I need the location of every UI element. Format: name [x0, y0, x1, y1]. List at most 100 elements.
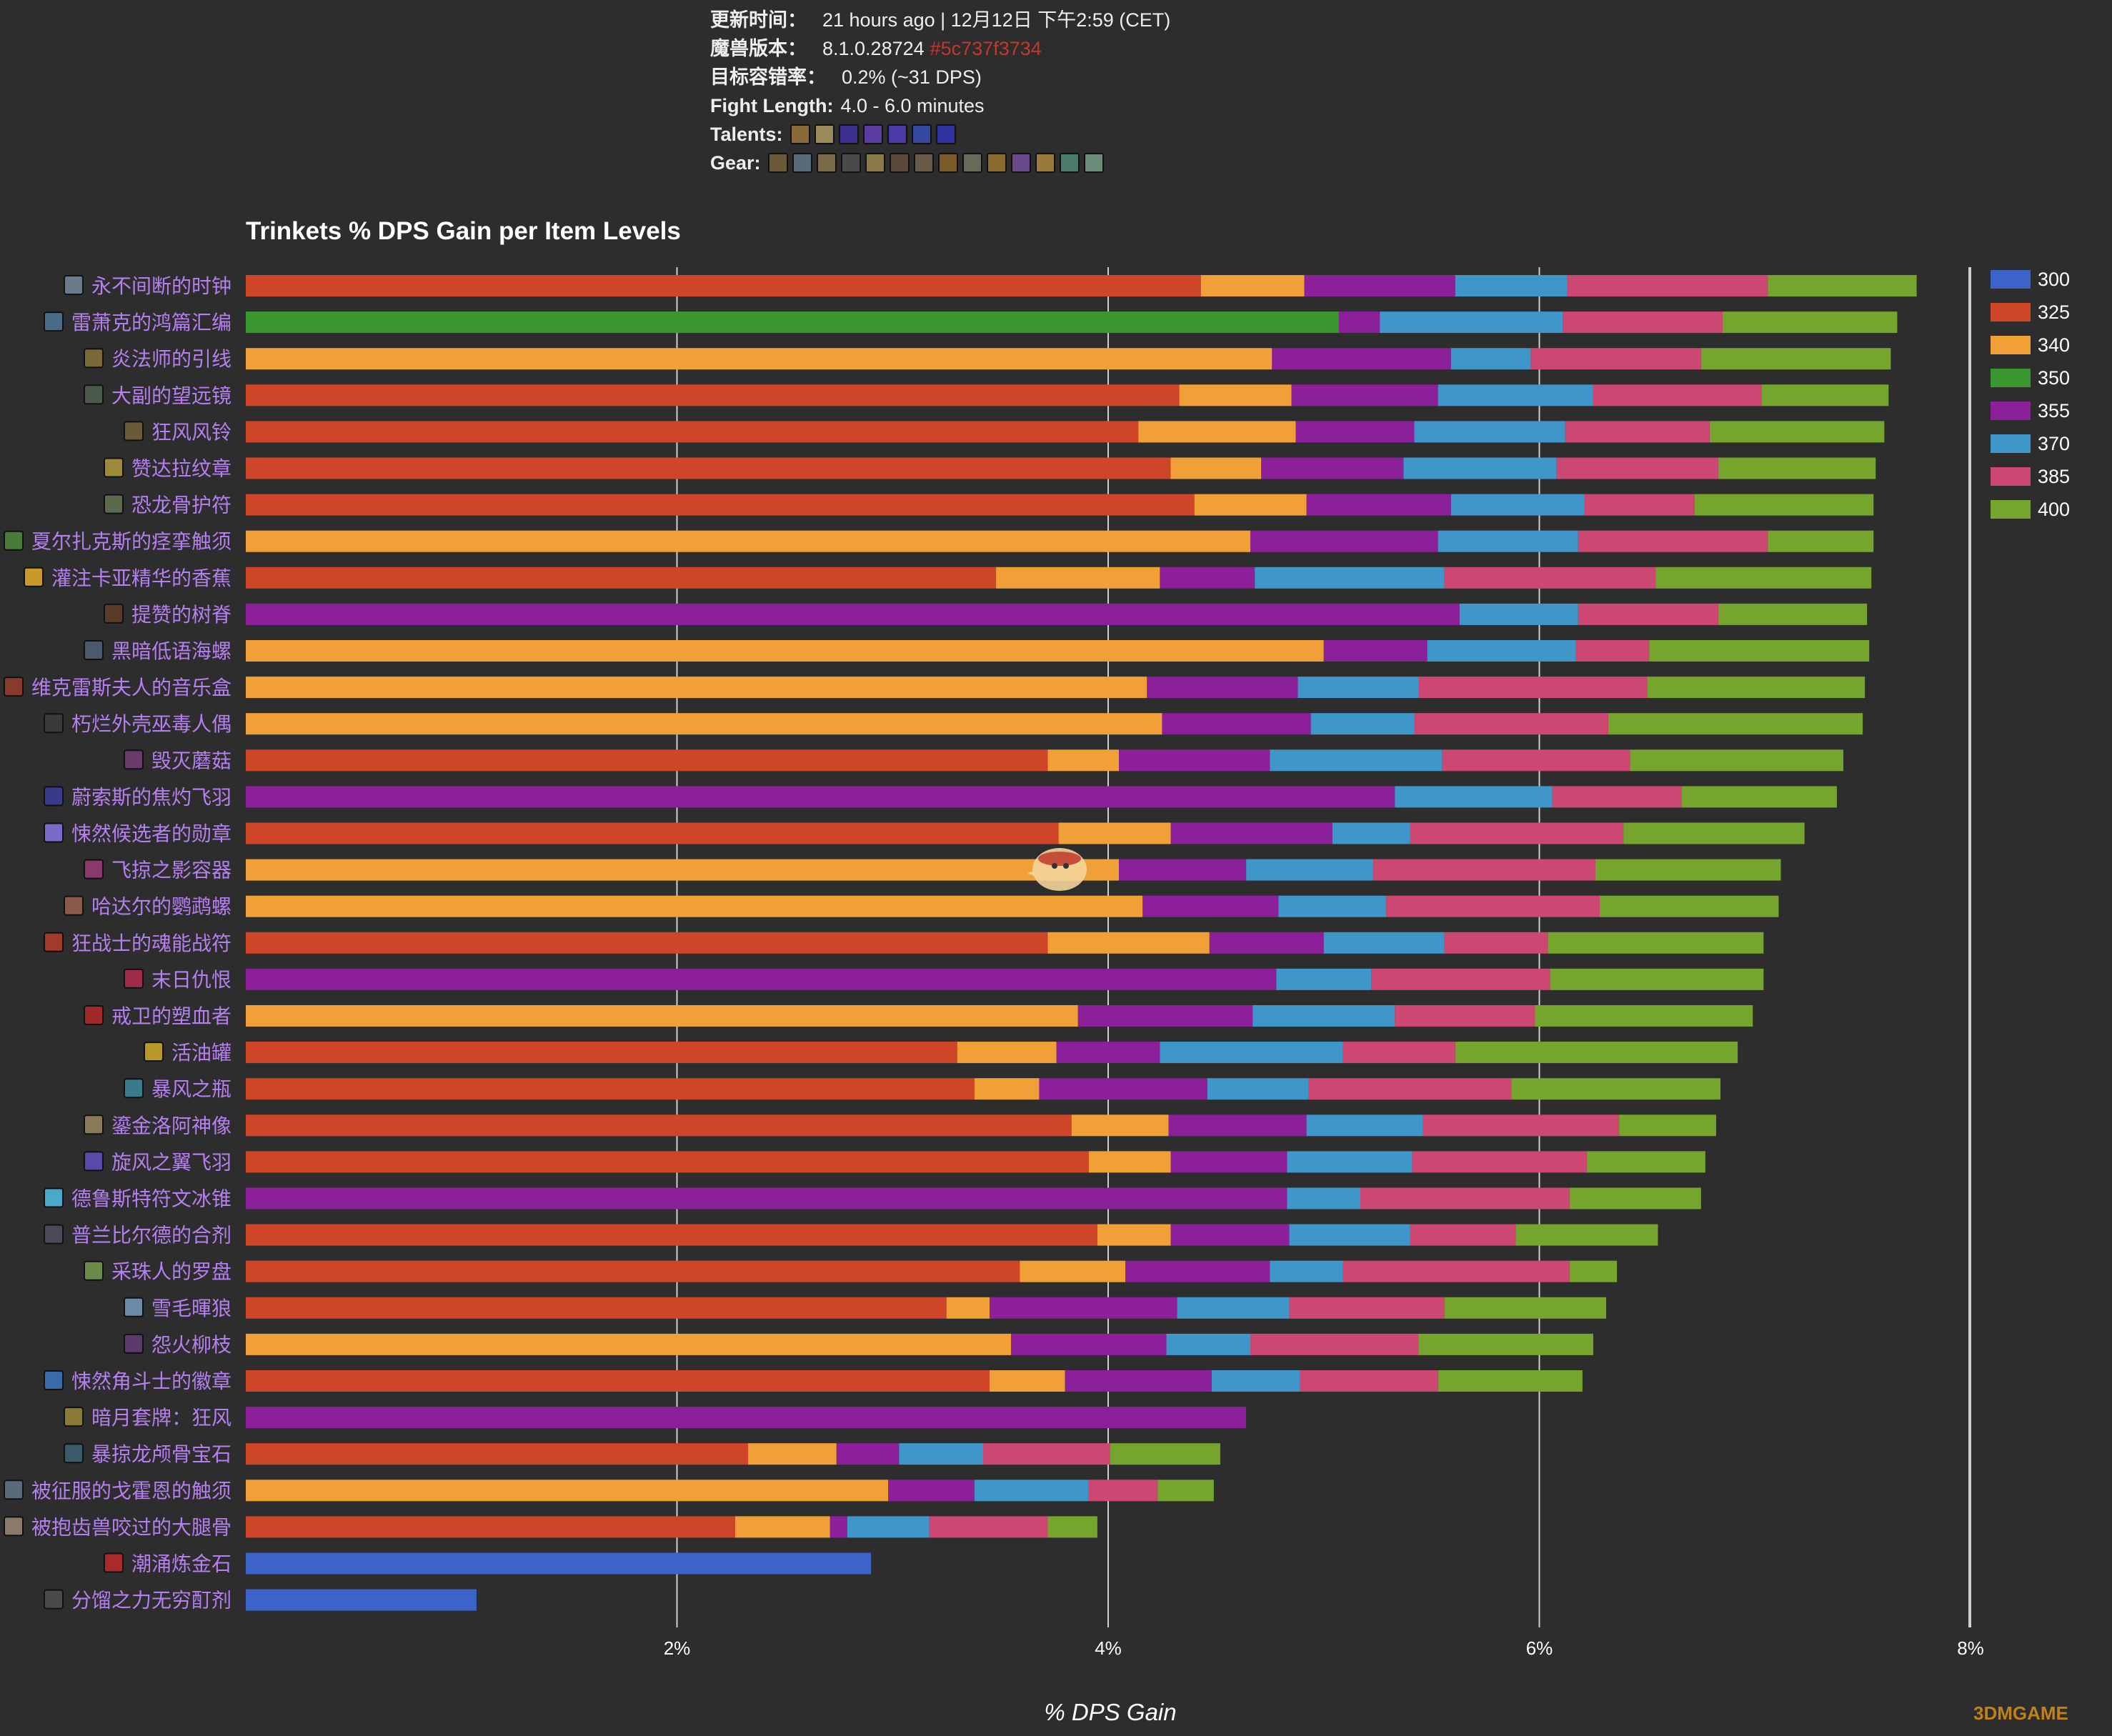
bar-segment-385 — [1552, 786, 1682, 808]
bar-segment-370 — [1455, 275, 1568, 296]
bar-segment-400 — [1418, 1333, 1593, 1355]
trinket-icon — [64, 895, 84, 916]
talent-icons — [789, 124, 956, 144]
trinket-link[interactable]: 戒卫的塑血者 — [111, 1005, 231, 1027]
bar-segment-355 — [1306, 494, 1451, 516]
gear-slot-icon[interactable] — [1083, 153, 1104, 173]
trinket-link[interactable]: 活油罐 — [171, 1042, 231, 1064]
bar-segment-355 — [836, 1443, 900, 1465]
trinket-link[interactable]: 蔚索斯的焦灼飞羽 — [71, 786, 231, 808]
trinket-link[interactable]: 大副的望远镜 — [111, 384, 231, 406]
gear-slot-icon[interactable] — [937, 153, 958, 173]
trinket-link[interactable]: 被抱齿兽咬过的大腿骨 — [31, 1516, 231, 1538]
trinket-link[interactable]: 狂风风铃 — [151, 421, 231, 443]
trinket-link[interactable]: 被征服的戈霍恩的触须 — [31, 1480, 231, 1502]
version-hash-link[interactable]: #5c737f3734 — [930, 38, 1042, 59]
bar-segment-400 — [1444, 1297, 1607, 1319]
talent-icon[interactable] — [789, 124, 810, 144]
trinket-link[interactable]: 德鲁斯特符文冰锥 — [71, 1188, 231, 1210]
trinket-link[interactable]: 炎法师的引线 — [111, 348, 231, 370]
bar-segment-340 — [246, 1005, 1078, 1027]
bar-segment-340 — [246, 348, 1272, 370]
bar-segment-355 — [1160, 567, 1255, 589]
trinket-link[interactable]: 灌注卡亚精华的香蕉 — [51, 567, 231, 589]
bar-segment-400 — [1718, 457, 1876, 479]
talent-icon[interactable] — [935, 124, 956, 144]
trinket-link[interactable]: 末日仇恨 — [151, 969, 231, 991]
trinket-link[interactable]: 悚然候选者的勋章 — [71, 823, 231, 845]
trinket-link[interactable]: 怨火柳枝 — [151, 1334, 231, 1356]
trinket-link[interactable]: 暴风之瓶 — [151, 1078, 231, 1100]
trinket-link[interactable]: 夏尔扎克斯的痉挛触须 — [31, 531, 231, 553]
gear-slot-icon[interactable] — [767, 153, 788, 173]
trinket-link[interactable]: 永不间断的时钟 — [91, 275, 231, 297]
trinket-link[interactable]: 维克雷斯夫人的音乐盒 — [31, 677, 231, 699]
talent-icon[interactable] — [862, 124, 883, 144]
bar-segment-370 — [847, 1516, 930, 1538]
trinket-link[interactable]: 哈达尔的鹦鹉螺 — [91, 896, 231, 918]
gear-slot-icon[interactable] — [1035, 153, 1055, 173]
bar-segment-340 — [946, 1297, 990, 1319]
trinket-link[interactable]: 提赞的树脊 — [131, 604, 231, 626]
bar-segment-325 — [246, 932, 1048, 954]
trinket-link[interactable]: 雪毛暉狼 — [151, 1297, 231, 1320]
talent-icon[interactable] — [887, 124, 907, 144]
gear-slot-icon[interactable] — [889, 153, 910, 173]
trinket-link[interactable]: 狂战士的魂能战符 — [71, 932, 231, 954]
bar-segment-385 — [1250, 1333, 1419, 1355]
bar-segment-400 — [1694, 494, 1874, 516]
talent-icon[interactable] — [838, 124, 859, 144]
gear-slot-icon[interactable] — [840, 153, 861, 173]
trinket-link[interactable]: 雷萧克的鸿篇汇编 — [71, 311, 231, 334]
bar-segment-385 — [1308, 1078, 1512, 1100]
trinket-link[interactable]: 分馏之力无穷酊剂 — [71, 1590, 231, 1612]
bar-segment-325 — [246, 1260, 1020, 1282]
bar-segment-355 — [1142, 895, 1279, 917]
gear-slot-icon[interactable] — [1059, 153, 1080, 173]
bar-segment-355 — [1323, 640, 1428, 662]
bar-segment-385 — [982, 1443, 1111, 1465]
bar-segment-385 — [1373, 859, 1595, 881]
trinket-link[interactable]: 采珠人的罗盘 — [111, 1261, 231, 1283]
bar-segment-325 — [246, 1114, 1072, 1137]
gear-slot-icon[interactable] — [865, 153, 885, 173]
bar-segment-355 — [1209, 932, 1324, 954]
bar-segment-325 — [246, 567, 997, 589]
gear-slot-icon[interactable] — [913, 153, 934, 173]
bar-segment-400 — [1535, 1005, 1753, 1027]
trinket-link[interactable]: 赞达拉纹章 — [131, 458, 231, 480]
trinket-link[interactable]: 飞掠之影容器 — [111, 859, 231, 882]
bar-segment-325 — [246, 275, 1201, 296]
bar-segment-340 — [990, 1370, 1065, 1392]
trinket-link[interactable]: 潮涌炼金石 — [131, 1553, 231, 1575]
trinket-link[interactable]: 旋风之翼飞羽 — [111, 1151, 231, 1173]
gear-slot-icon[interactable] — [962, 153, 982, 173]
bar-segment-400 — [1700, 348, 1891, 370]
bar-segment-370 — [1246, 859, 1374, 881]
trinket-link[interactable]: 暗月套牌：狂风 — [91, 1407, 231, 1429]
gear-slot-icon[interactable] — [986, 153, 1007, 173]
trinket-icon — [44, 1224, 64, 1244]
bar-segment-370 — [1438, 530, 1578, 552]
bar-segment-385 — [1343, 1260, 1570, 1282]
talent-icon[interactable] — [911, 124, 932, 144]
talent-icon[interactable] — [814, 124, 835, 144]
gear-slot-icon[interactable] — [1010, 153, 1031, 173]
trinket-link[interactable]: 朽烂外壳巫毒人偶 — [71, 713, 231, 735]
trinket-icon — [124, 1333, 144, 1354]
bar-segment-385 — [1575, 640, 1650, 662]
trinket-icon — [44, 822, 64, 843]
legend-swatch — [1991, 270, 2031, 289]
gear-slot-icon[interactable] — [792, 153, 812, 173]
trinket-link[interactable]: 毁灭蘑菇 — [151, 749, 231, 772]
bar-segment-325 — [246, 494, 1195, 516]
trinket-link[interactable]: 暴掠龙颅骨宝石 — [91, 1443, 231, 1465]
trinket-link[interactable]: 悚然角斗士的徽章 — [71, 1370, 231, 1392]
bar-segment-355 — [1077, 1005, 1253, 1027]
bar-segment-385 — [1289, 1297, 1445, 1319]
trinket-link[interactable]: 普兰比尔德的合剂 — [71, 1224, 231, 1247]
trinket-link[interactable]: 鎏金洛阿神像 — [111, 1114, 231, 1137]
gear-slot-icon[interactable] — [816, 153, 837, 173]
trinket-link[interactable]: 恐龙骨护符 — [131, 494, 231, 517]
trinket-link[interactable]: 黑暗低语海螺 — [111, 640, 231, 662]
